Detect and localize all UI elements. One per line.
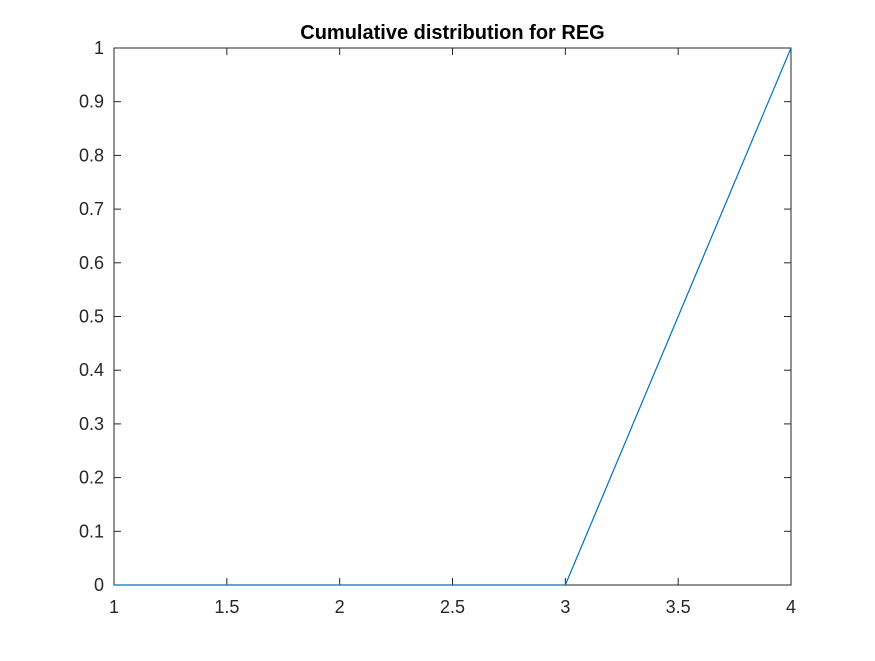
chart-title: Cumulative distribution for REG <box>300 22 604 44</box>
y-tick-label: 0.8 <box>79 145 104 165</box>
axes: 1 1.5 2 2.5 3 3.5 4 0 0.1 0.2 0.3 0.4 0.5 0.6 0.7 0.8 0.… <box>79 38 796 617</box>
x-tick-label: 3.5 <box>666 597 691 617</box>
x-tick-label: 4 <box>786 597 796 617</box>
y-tick-label: 0.3 <box>79 414 104 434</box>
y-tick-label: 0.6 <box>79 253 104 273</box>
y-tick-label: 1 <box>94 38 104 58</box>
x-tick-label: 1.5 <box>214 597 239 617</box>
y-tick-label: 0.7 <box>79 199 104 219</box>
plot-series <box>114 47 792 586</box>
x-tick-label: 2.5 <box>440 597 465 617</box>
cdf-series-line <box>114 47 792 586</box>
y-tick-label: 0.4 <box>79 360 104 380</box>
x-tick-label: 2 <box>335 597 345 617</box>
y-tick-label: 0.2 <box>79 468 104 488</box>
x-tick-label: 1 <box>109 597 119 617</box>
y-tick-label: 0.9 <box>79 92 104 112</box>
y-tick-label: 0.1 <box>79 521 104 541</box>
y-tick-label: 0.5 <box>79 307 104 327</box>
x-tick-label: 3 <box>560 597 570 617</box>
y-tick-label: 0 <box>94 575 104 595</box>
